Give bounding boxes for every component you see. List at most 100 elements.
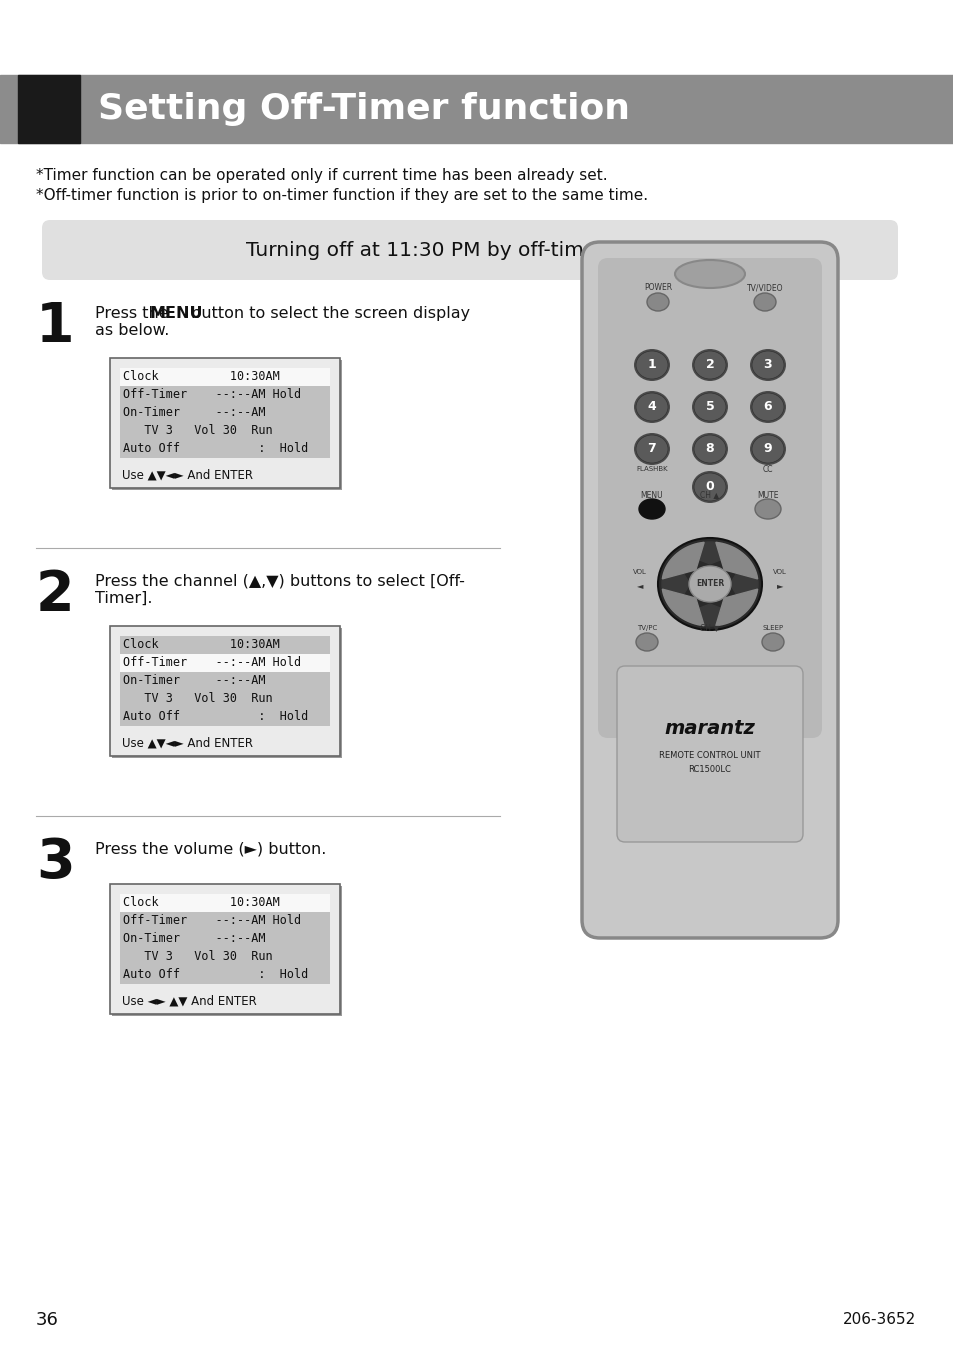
Ellipse shape: [636, 351, 667, 380]
FancyBboxPatch shape: [617, 666, 802, 842]
Text: as below.: as below.: [95, 323, 170, 338]
Ellipse shape: [658, 538, 761, 630]
Text: REMOTE CONTROL UNIT: REMOTE CONTROL UNIT: [659, 751, 760, 761]
Text: Auto Off           :  Hold: Auto Off : Hold: [123, 443, 308, 455]
Text: On-Timer     --:--AM: On-Timer --:--AM: [123, 407, 265, 420]
Text: Turning off at 11:30 PM by off-timer function: Turning off at 11:30 PM by off-timer fun…: [246, 240, 693, 259]
Text: *Timer function can be operated only if current time has been already set.: *Timer function can be operated only if …: [36, 168, 607, 182]
Text: 2: 2: [36, 567, 74, 621]
Bar: [112, 628, 341, 758]
Text: ►: ►: [776, 581, 782, 590]
Text: 4: 4: [647, 400, 656, 413]
Polygon shape: [661, 557, 689, 611]
Text: TV/VIDEO: TV/VIDEO: [746, 284, 782, 293]
Text: Clock          10:30AM: Clock 10:30AM: [123, 639, 279, 651]
Bar: [112, 886, 341, 1016]
Bar: [110, 884, 339, 1015]
Text: CC: CC: [762, 465, 773, 473]
Text: Clock          10:30AM: Clock 10:30AM: [123, 370, 279, 384]
Ellipse shape: [751, 351, 783, 380]
Ellipse shape: [636, 435, 667, 463]
FancyBboxPatch shape: [42, 220, 897, 280]
Text: CH ▼: CH ▼: [700, 624, 719, 632]
Text: Off-Timer    --:--AM Hold: Off-Timer --:--AM Hold: [123, 389, 301, 401]
Text: Clock          10:30AM: Clock 10:30AM: [123, 897, 279, 909]
Bar: [120, 404, 330, 422]
Text: 9: 9: [763, 443, 772, 455]
Text: 8: 8: [705, 443, 714, 455]
Text: ◄: ◄: [636, 581, 642, 590]
Bar: [120, 708, 330, 725]
Ellipse shape: [751, 393, 783, 422]
Ellipse shape: [693, 473, 725, 501]
Text: On-Timer     --:--AM: On-Timer --:--AM: [123, 674, 265, 688]
Ellipse shape: [691, 434, 727, 465]
Ellipse shape: [634, 434, 669, 465]
Text: SLEEP: SLEEP: [761, 626, 782, 631]
Text: 1: 1: [36, 300, 74, 354]
Bar: [112, 359, 341, 490]
Ellipse shape: [751, 435, 783, 463]
Ellipse shape: [675, 259, 744, 288]
Bar: [120, 386, 330, 404]
Text: Auto Off           :  Hold: Auto Off : Hold: [123, 969, 308, 981]
Bar: [120, 966, 330, 984]
Polygon shape: [715, 589, 757, 626]
Text: 206-3652: 206-3652: [841, 1313, 915, 1328]
FancyBboxPatch shape: [598, 258, 821, 738]
Ellipse shape: [749, 434, 785, 465]
Text: FLASHBK: FLASHBK: [636, 466, 667, 471]
Ellipse shape: [688, 566, 730, 603]
Text: 0: 0: [705, 481, 714, 493]
Text: Off-Timer    --:--AM Hold: Off-Timer --:--AM Hold: [123, 657, 301, 670]
Text: TV 3   Vol 30  Run: TV 3 Vol 30 Run: [123, 693, 273, 705]
Polygon shape: [661, 542, 703, 578]
Text: TV 3   Vol 30  Run: TV 3 Vol 30 Run: [123, 951, 273, 963]
Bar: [0, 76, 953, 143]
Bar: [120, 948, 330, 966]
Text: CH ▲: CH ▲: [700, 490, 719, 500]
Text: 1: 1: [647, 358, 656, 372]
Ellipse shape: [634, 390, 669, 423]
Text: MUTE: MUTE: [757, 490, 778, 500]
Ellipse shape: [693, 351, 725, 380]
Text: 3: 3: [763, 358, 772, 372]
Polygon shape: [661, 589, 703, 626]
Text: TV/PC: TV/PC: [637, 626, 657, 631]
Bar: [18, 76, 80, 143]
Polygon shape: [679, 542, 740, 563]
FancyBboxPatch shape: [581, 242, 837, 938]
Text: 2: 2: [705, 358, 714, 372]
Text: Off-Timer    --:--AM Hold: Off-Timer --:--AM Hold: [123, 915, 301, 928]
Bar: [120, 912, 330, 929]
Text: POWER: POWER: [643, 284, 671, 293]
Ellipse shape: [639, 499, 664, 519]
Ellipse shape: [693, 435, 725, 463]
Text: Auto Off           :  Hold: Auto Off : Hold: [123, 711, 308, 724]
Ellipse shape: [636, 393, 667, 422]
Text: On-Timer     --:--AM: On-Timer --:--AM: [123, 932, 265, 946]
Bar: [120, 422, 330, 440]
Text: Use ◄► ▲▼ And ENTER: Use ◄► ▲▼ And ENTER: [122, 994, 256, 1008]
Ellipse shape: [691, 390, 727, 423]
Text: Use ▲▼◄► And ENTER: Use ▲▼◄► And ENTER: [122, 469, 253, 481]
Text: Press the: Press the: [95, 305, 173, 322]
Bar: [110, 626, 339, 757]
Ellipse shape: [634, 349, 669, 381]
Bar: [120, 367, 330, 386]
Bar: [120, 671, 330, 690]
Text: VOL: VOL: [633, 569, 646, 576]
Text: 7: 7: [647, 443, 656, 455]
Ellipse shape: [749, 390, 785, 423]
Text: TV 3   Vol 30  Run: TV 3 Vol 30 Run: [123, 424, 273, 438]
Polygon shape: [715, 542, 757, 578]
Text: 36: 36: [36, 1310, 59, 1329]
Text: RC1500LC: RC1500LC: [688, 766, 731, 774]
Ellipse shape: [761, 634, 783, 651]
Text: MENU: MENU: [640, 490, 662, 500]
Ellipse shape: [754, 499, 781, 519]
Text: button to select the screen display: button to select the screen display: [186, 305, 470, 322]
Text: 5: 5: [705, 400, 714, 413]
Ellipse shape: [749, 349, 785, 381]
Bar: [120, 636, 330, 654]
